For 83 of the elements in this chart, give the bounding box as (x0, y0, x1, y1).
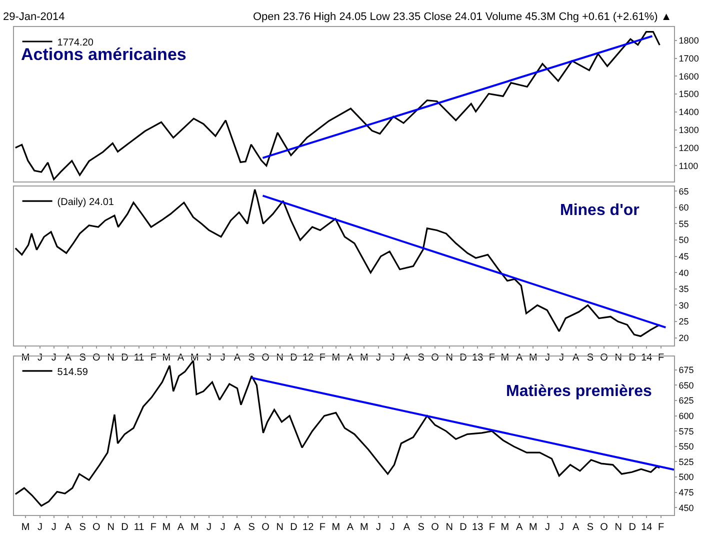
y-tick-label: 1300 (678, 124, 699, 135)
x-tick-label: D (290, 522, 298, 533)
x-tick-label: S (418, 522, 425, 533)
y-tick-label: 650 (678, 380, 694, 390)
y-tick-label: 65 (678, 186, 689, 196)
x-tick-label: 12 (302, 522, 314, 533)
y-tick-label: 475 (678, 487, 694, 498)
x-tick-label: O (600, 522, 608, 533)
legend-label: 514.59 (57, 366, 88, 378)
x-tick-label: J (376, 522, 382, 533)
x-tick-label: 11 (134, 522, 145, 533)
x-tick-label: D (628, 522, 636, 533)
y-tick-label: 30 (678, 300, 689, 310)
y-tick-label: 45 (678, 251, 689, 262)
line-series (14, 360, 660, 507)
x-tick-label: D (121, 522, 128, 533)
y-tick-label: 600 (678, 410, 694, 421)
y-tick-label: 550 (678, 442, 694, 452)
x-tick-label: S (79, 522, 86, 533)
x-tick-label: A (516, 522, 523, 533)
x-tick-label: N (446, 522, 453, 533)
annotation: Matières premières (506, 383, 652, 400)
y-tick-label: 575 (678, 426, 694, 436)
x-tick-label: J (545, 522, 550, 533)
x-tick-label: F (150, 522, 156, 533)
x-tick-label: 14 (641, 522, 653, 533)
y-tick-label: 25 (678, 316, 689, 327)
x-tick-label: O (262, 522, 270, 533)
x-tick-label: D (460, 522, 467, 533)
line-series (14, 31, 660, 180)
y-tick-label: 50 (678, 235, 689, 246)
x-tick-label: J (390, 522, 395, 533)
x-tick-label: A (572, 522, 580, 533)
x-tick-label: F (658, 522, 664, 533)
x-tick-label: J (558, 522, 564, 533)
x-tick-label: M (332, 522, 340, 533)
x-tick-label: N (276, 522, 284, 533)
x-tick-label: M (500, 522, 510, 533)
x-tick-label: N (614, 522, 622, 533)
x-tick-label: S (248, 522, 256, 533)
y-tick-label: 500 (678, 472, 694, 482)
x-tick-label: J (37, 522, 42, 533)
legend-label: (Daily) 24.01 (57, 196, 114, 208)
y-tick-label: 675 (678, 365, 694, 376)
y-tick-label: 1500 (678, 89, 699, 100)
x-tick-label: J (220, 522, 226, 533)
y-tick-label: 525 (678, 456, 694, 467)
y-tick-label: 60 (678, 202, 689, 213)
x-tick-label: M (360, 522, 368, 533)
y-tick-label: 1600 (678, 71, 699, 82)
x-tick-label: O (431, 522, 440, 533)
x-tick-label: J (51, 522, 56, 533)
text: 29-Jan-2014 (3, 11, 65, 23)
y-tick-label: 55 (678, 218, 689, 229)
x-tick-label: M (190, 522, 199, 533)
line-series (14, 188, 660, 338)
x-tick-label: J (206, 522, 212, 533)
x-tick-label: A (403, 522, 410, 533)
x-tick-label: S (586, 522, 594, 533)
x-tick-label: N (107, 522, 114, 533)
x-tick-label: 13 (472, 522, 484, 533)
x-tick-label: O (92, 522, 101, 533)
text: Open 23.76 High 24.05 Low 23.35 Close 24.01 Volume 45.3M Chg +0.61 (+2.61%) ▲ (253, 11, 672, 23)
y-tick-label: 1800 (678, 36, 699, 46)
y-tick-label: 35 (678, 284, 689, 294)
x-tick-label: A (177, 522, 184, 533)
y-tick-label: 1400 (678, 107, 699, 118)
x-tick-label: M (21, 522, 30, 533)
annotation: Mines d'or (560, 202, 640, 219)
x-tick-label: F (319, 522, 326, 533)
y-tick-label: 1200 (678, 142, 699, 153)
x-tick-label: A (64, 522, 72, 533)
y-tick-label: 1700 (678, 53, 699, 64)
y-tick-label: 20 (678, 332, 689, 343)
x-tick-label: A (234, 522, 241, 533)
x-tick-label: M (162, 522, 171, 533)
y-tick-label: 625 (678, 396, 694, 406)
y-tick-label: 450 (678, 502, 694, 513)
x-tick-label: A (346, 522, 354, 533)
x-tick-label: M (529, 522, 538, 533)
y-tick-label: 1100 (678, 160, 698, 171)
y-tick-label: 40 (678, 268, 689, 278)
x-tick-label: F (488, 522, 496, 533)
